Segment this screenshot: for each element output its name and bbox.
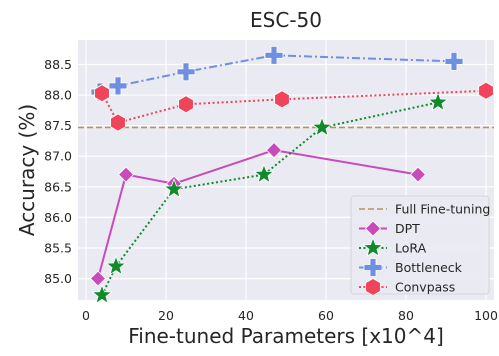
legend-label-dpt: DPT <box>395 221 420 236</box>
legend-swatch-marker-convpass <box>365 278 381 296</box>
legend: Full Fine-tuning DPT LoRA Bottleneck Convpas… <box>350 195 490 296</box>
bottleneck-marker <box>264 45 284 65</box>
legend-swatch-marker-lora <box>362 236 384 258</box>
lora-marker <box>91 283 113 305</box>
chart-title: ESC-50 <box>250 8 322 32</box>
bottleneck-marker <box>176 62 196 82</box>
convpass-marker <box>110 113 126 132</box>
legend-swatch-marker-bottleneck <box>363 258 383 277</box>
bottleneck-marker <box>108 76 128 96</box>
convpass-marker <box>478 81 494 100</box>
series-lora <box>91 91 449 305</box>
dpt-marker <box>409 166 427 183</box>
lora-marker <box>105 255 127 276</box>
x-tick-label: 40 <box>238 308 254 323</box>
legend-label-convpass: Convpass <box>395 280 455 295</box>
legend-box <box>350 195 490 295</box>
x-axis-label: Fine-tuned Parameters [x10^4] <box>128 324 444 348</box>
dpt-marker <box>265 142 283 159</box>
y-tick-label: 88.0 <box>44 88 72 103</box>
bottleneck-marker <box>444 52 464 71</box>
x-tick-label: 80 <box>398 308 414 323</box>
lora-marker <box>311 116 333 137</box>
legend-label-lora: LoRA <box>395 241 427 256</box>
x-tick-label: 20 <box>158 308 174 323</box>
series-layer <box>78 45 494 305</box>
y-tick-label: 85.5 <box>44 241 72 256</box>
convpass-marker <box>274 90 290 109</box>
dpt-marker <box>89 270 107 287</box>
lora-marker <box>163 178 185 199</box>
x-tick-label: 0 <box>82 308 90 323</box>
y-tick-label: 85.0 <box>44 271 72 286</box>
y-axis-label: Accuracy (%) <box>15 104 39 236</box>
legend-label-full-fine-tuning: Full Fine-tuning <box>395 202 490 217</box>
convpass-marker <box>178 95 194 114</box>
tick-labels: 0 20 40 60 80 100 85.0 85.5 86.0 86.5 87.0 87.5 88.0… <box>44 57 498 323</box>
y-tick-label: 88.5 <box>44 57 72 72</box>
dpt-marker <box>117 166 135 183</box>
legend-label-bottleneck: Bottleneck <box>395 260 463 275</box>
series-convpass <box>94 81 494 132</box>
y-tick-label: 87.0 <box>44 149 72 164</box>
y-tick-label: 86.5 <box>44 179 72 194</box>
legend-swatch-marker-dpt <box>364 220 382 237</box>
y-tick-label: 87.5 <box>44 118 72 133</box>
y-tick-label: 86.0 <box>44 210 72 225</box>
x-tick-label: 60 <box>318 308 334 323</box>
lora-marker <box>253 163 275 184</box>
convpass-marker <box>94 84 110 103</box>
lora-marker <box>427 91 449 112</box>
x-tick-label: 100 <box>474 308 498 323</box>
